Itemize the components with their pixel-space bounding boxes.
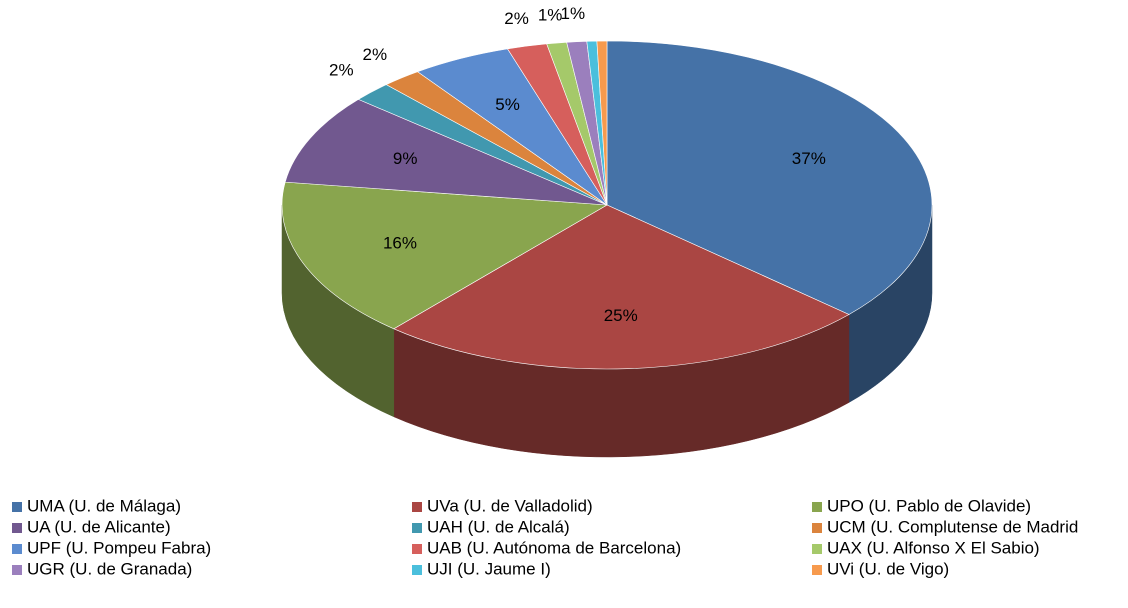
legend-label: UPF (U. Pompeu Fabra) [27,538,211,557]
legend-swatch [12,502,22,512]
legend-swatch [812,565,822,575]
legend-swatch [812,502,822,512]
legend-swatch [412,523,422,533]
legend-label: UMA (U. de Málaga) [27,496,181,515]
data-label: 2% [363,45,388,64]
data-label: 1% [560,4,585,23]
data-label: 2% [329,61,354,80]
slice [284,99,608,206]
data-label: 25% [604,306,638,325]
data-label: 9% [393,149,418,168]
legend-label: UAH (U. de Alcalá) [427,517,570,536]
legend-swatch [812,523,822,533]
legend-label: UVi (U. de Vigo) [827,559,949,578]
legend-label: UVa (U. de Valladolid) [427,496,593,515]
legend-swatch [412,502,422,512]
slice [606,40,933,315]
data-label: 37% [792,149,826,168]
legend-label: UCM (U. Complutense de Madrid [827,517,1078,536]
legend-label: UGR (U. de Granada) [27,559,192,578]
data-label: 2% [504,9,529,28]
legend-label: UPO (U. Pablo de Olavide) [827,496,1031,515]
legend-label: UJI (U. Jaume I) [427,559,551,578]
legend-swatch [12,544,22,554]
slice [596,40,608,206]
slice [393,204,850,370]
legend-label: UA (U. de Alicante) [27,517,171,536]
legend-label: UAX (U. Alfonso X El Sabio) [827,538,1040,557]
slice [281,181,608,330]
legend-swatch [812,544,822,554]
legend-swatch [12,565,22,575]
legend-swatch [12,523,22,533]
legend-swatch [412,565,422,575]
legend-swatch [412,544,422,554]
data-label: 16% [383,234,417,253]
legend-label: UAB (U. Autónoma de Barcelona) [427,538,681,557]
data-label: 1% [538,5,563,24]
data-label: 5% [495,95,520,114]
